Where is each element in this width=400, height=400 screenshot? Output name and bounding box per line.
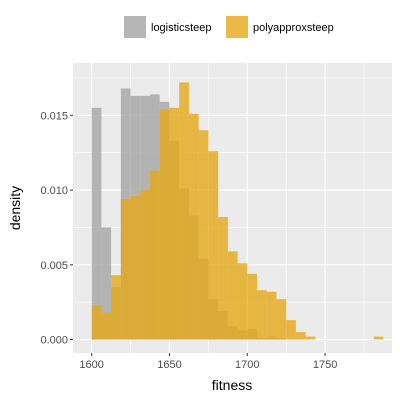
histogram-bar-polyapproxsteep	[91, 305, 102, 340]
legend-key-polyapproxsteep	[226, 16, 248, 38]
histogram-bar-polyapproxsteep	[373, 336, 384, 340]
x-axis-title: fitness	[212, 377, 252, 393]
x-tick-label: 1750	[313, 359, 337, 371]
histogram-bar-polyapproxsteep	[218, 216, 228, 340]
histogram-bar-polyapproxsteep	[130, 196, 141, 340]
histogram-bar-polyapproxsteep	[227, 251, 238, 340]
histogram-bar-polyapproxsteep	[305, 336, 316, 340]
legend-label-polyapproxsteep: polyapproxsteep	[253, 22, 334, 34]
histogram-bar-polyapproxsteep	[257, 290, 267, 340]
x-tick-label: 1600	[79, 359, 103, 371]
y-axis: 0.000 0.005 0.010 0.015	[40, 110, 73, 347]
x-axis: 1600 1650 1700 1750	[79, 353, 337, 371]
histogram-bar-polyapproxsteep	[140, 190, 151, 340]
y-tick-label: 0.005	[40, 260, 68, 272]
y-tick-label: 0.010	[40, 185, 68, 197]
series-polyapproxsteep	[91, 82, 384, 340]
histogram-bar-polyapproxsteep	[188, 113, 199, 340]
y-tick-label: 0.000	[40, 335, 68, 347]
histogram-bar-polyapproxsteep	[295, 332, 306, 340]
histogram-bar-polyapproxsteep	[150, 170, 160, 340]
histogram-bar-logisticsteep	[101, 227, 112, 340]
histogram-bar-logisticsteep	[91, 107, 102, 340]
x-tick-label: 1700	[235, 359, 259, 371]
y-axis-title: density	[7, 186, 23, 230]
histogram-bar-polyapproxsteep	[276, 299, 287, 340]
histogram-bar-polyapproxsteep	[237, 263, 248, 340]
legend-key-logisticsteep	[124, 16, 146, 38]
histogram-bar-polyapproxsteep	[111, 275, 121, 340]
histogram-bar-polyapproxsteep	[286, 320, 296, 340]
histogram-bar-polyapproxsteep	[101, 312, 112, 340]
histogram-bar-polyapproxsteep	[266, 291, 277, 340]
x-tick-label: 1650	[157, 359, 181, 371]
histogram-bar-polyapproxsteep	[208, 151, 219, 340]
y-tick-label: 0.015	[40, 110, 68, 122]
legend: logisticsteep polyapproxsteep	[124, 16, 334, 38]
histogram-bar-polyapproxsteep	[169, 107, 180, 340]
histogram-bar-polyapproxsteep	[247, 273, 258, 340]
histogram-bar-polyapproxsteep	[179, 82, 189, 340]
histogram-bar-polyapproxsteep	[120, 199, 131, 340]
legend-label-logisticsteep: logisticsteep	[151, 22, 212, 34]
histogram-bar-polyapproxsteep	[198, 130, 209, 340]
histogram-bar-polyapproxsteep	[159, 109, 170, 340]
